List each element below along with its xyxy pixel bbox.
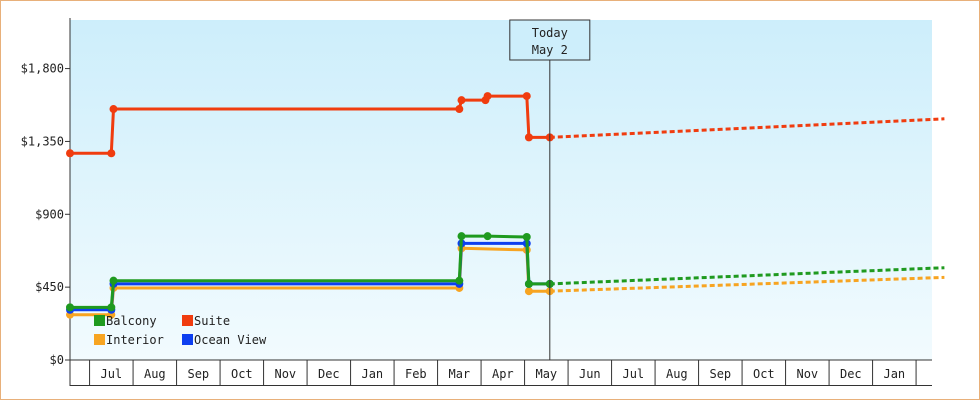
legend-item-suite: Suite	[182, 314, 230, 328]
series-layer	[66, 92, 945, 319]
x-tick-label: Aug	[666, 367, 688, 381]
data-point	[524, 133, 533, 142]
x-tick-label: Mar	[448, 367, 470, 381]
data-point	[524, 279, 533, 288]
data-point	[66, 149, 74, 158]
x-tick-label: Nov	[796, 367, 818, 381]
data-point	[483, 92, 492, 101]
legend-swatch	[94, 315, 105, 326]
x-tick-label: Dec	[318, 367, 340, 381]
x-tick-label: Apr	[492, 367, 514, 381]
x-tick-label: Jul	[622, 367, 644, 381]
forecast-line	[549, 117, 945, 139]
data-point	[483, 232, 492, 241]
legend-item-balcony: Balcony	[94, 314, 157, 328]
x-tick-label: Jan	[883, 367, 905, 381]
data-point	[109, 276, 118, 285]
y-tick-label: $1,350	[21, 134, 64, 148]
data-point	[522, 92, 531, 101]
legend-swatch	[94, 334, 105, 345]
axes: $0 $450 $900 $1,350 $1,800 Jul Aug Sep Oct Nov Dec…	[21, 18, 932, 386]
data-point	[524, 287, 533, 296]
legend-label: Ocean View	[194, 333, 267, 347]
x-tick-label: Nov	[274, 367, 296, 381]
today-date: May 2	[532, 43, 568, 57]
data-point	[522, 232, 531, 241]
legend-swatch	[182, 334, 193, 345]
x-tick-label: Sep	[187, 367, 209, 381]
x-tick-label: May	[535, 367, 557, 381]
x-tick-label: Oct	[753, 367, 775, 381]
x-tick-label: Feb	[405, 367, 427, 381]
data-point	[109, 105, 118, 114]
legend-item-ocean-view: Ocean View	[182, 333, 267, 347]
legend: Balcony Suite Interior Ocean View	[94, 314, 267, 347]
x-tick-label: Oct	[231, 367, 253, 381]
y-tick-label: $0	[50, 353, 64, 367]
series-line	[70, 94, 550, 155]
series-suite	[66, 92, 945, 158]
data-point	[455, 105, 464, 114]
data-point	[107, 303, 116, 312]
today-label: Today	[532, 26, 568, 40]
data-point	[66, 303, 74, 312]
data-point	[457, 96, 466, 105]
forecast-line	[549, 266, 945, 286]
legend-item-interior: Interior	[94, 333, 164, 347]
today-marker: Today May 2	[509, 19, 591, 360]
x-tick-label: Jul	[100, 367, 122, 381]
x-tick-label: Sep	[709, 367, 731, 381]
y-tick-label: $1,800	[21, 62, 64, 76]
plot-background	[70, 20, 932, 360]
y-tick-label: $900	[35, 207, 64, 221]
legend-label: Balcony	[106, 314, 157, 328]
x-tick-label: Aug	[144, 367, 166, 381]
legend-label: Interior	[106, 333, 164, 347]
today-box	[509, 19, 591, 61]
series-balcony	[66, 232, 945, 312]
data-point	[455, 276, 464, 285]
x-tick-label: Jan	[361, 367, 383, 381]
forecast-line	[549, 275, 945, 293]
data-point	[107, 149, 116, 158]
y-tick-label: $450	[35, 280, 64, 294]
data-point	[457, 232, 466, 241]
x-tick-label: Jun	[579, 367, 601, 381]
x-tick-label: Dec	[840, 367, 862, 381]
legend-label: Suite	[194, 314, 230, 328]
legend-swatch	[182, 315, 193, 326]
